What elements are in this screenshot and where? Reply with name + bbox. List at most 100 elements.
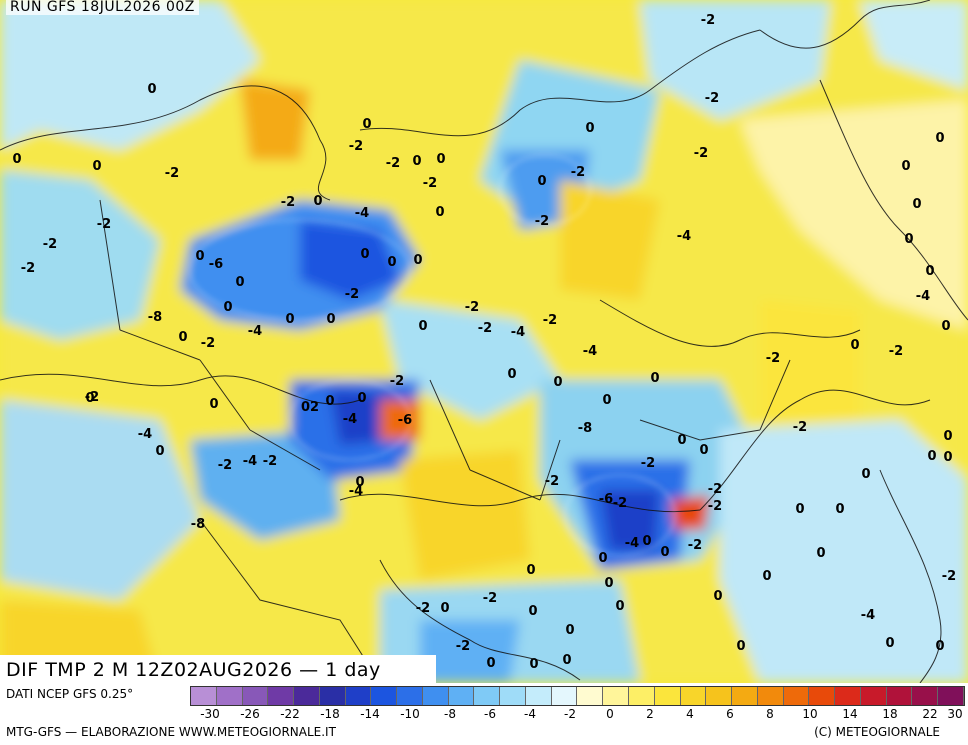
legend-tick: -4 bbox=[524, 707, 536, 721]
contour-label: -2 bbox=[345, 287, 359, 302]
legend-tick: 4 bbox=[686, 707, 694, 721]
contour-labels: -20-20 00-2-2 0 00 -2-20 -2 00-2 0-200-4-2-2-4-… bbox=[12, 13, 956, 672]
contour-label: -2 bbox=[43, 237, 57, 252]
contour-label: -2 bbox=[543, 313, 557, 328]
contour-label: 0 bbox=[935, 639, 944, 654]
legend-swatch bbox=[603, 687, 630, 705]
contour-label: -2 bbox=[165, 166, 179, 181]
legend-swatch bbox=[654, 687, 681, 705]
legend-swatch bbox=[757, 687, 784, 705]
contour-label: 0 bbox=[326, 312, 335, 327]
legend-swatch bbox=[551, 687, 578, 705]
legend-swatch bbox=[629, 687, 655, 705]
footer: DATI NCEP GFS 0.25° -30 -26 -22 -18 -14 -10 -8… bbox=[0, 683, 968, 745]
contour-label: 0 bbox=[935, 131, 944, 146]
contour-label: -4 bbox=[861, 608, 875, 623]
contour-label: -2 bbox=[263, 454, 277, 469]
legend-tick: -18 bbox=[320, 707, 340, 721]
contour-label: 0 bbox=[357, 391, 366, 406]
contour-label: 0 bbox=[528, 604, 537, 619]
forecast-map: -2 0 -2 0 0 0 -2 -2 0 0 0 -2 -2 0 -2 0 0 -2 0 -2 0 0 -4 -2 -2 -4-… bbox=[0, 0, 968, 683]
legend-swatch bbox=[448, 687, 475, 705]
contour-label: 0 bbox=[642, 534, 651, 549]
contours bbox=[189, 154, 676, 556]
contour-label: -2 bbox=[483, 591, 497, 606]
contour-label: -2 bbox=[281, 195, 295, 210]
contour-label: 0 bbox=[12, 152, 21, 167]
contour-label: 0 bbox=[943, 429, 952, 444]
legend-swatch bbox=[680, 687, 707, 705]
contour-label: 0 bbox=[85, 391, 94, 406]
legend-tick: 6 bbox=[726, 707, 734, 721]
contour-label: 0 bbox=[713, 589, 722, 604]
color-legend-ticks: -30 -26 -22 -18 -14 -10 -8 -6 -4 -2 0 2 4 6 8 10 14 18 22 3… bbox=[190, 707, 965, 725]
contour-label: 0 bbox=[904, 232, 913, 247]
contour-label: 0 bbox=[598, 551, 607, 566]
contour-label: 0 bbox=[736, 639, 745, 654]
contour-label: -2 bbox=[694, 146, 708, 161]
legend-tick: 2 bbox=[646, 707, 654, 721]
contour-label: -2 bbox=[708, 482, 722, 497]
legend-tick: -26 bbox=[240, 707, 260, 721]
contour-label: -2 bbox=[942, 569, 956, 584]
contour-label: -2 bbox=[701, 13, 715, 28]
contour-label: -4 bbox=[583, 344, 597, 359]
legend-swatch bbox=[783, 687, 810, 705]
contour-label: 0 bbox=[413, 253, 422, 268]
contour-label: 0 bbox=[565, 623, 574, 638]
contour-label: 0 bbox=[762, 569, 771, 584]
legend-swatch bbox=[268, 687, 295, 705]
anomaly-fill bbox=[0, 0, 968, 683]
contour-label: -2 bbox=[545, 474, 559, 489]
legend-tick: -8 bbox=[444, 707, 456, 721]
contour-label: 0 bbox=[615, 599, 624, 614]
contour-label: -4 bbox=[138, 427, 152, 442]
legend-tick: 8 bbox=[766, 707, 774, 721]
legend-swatch bbox=[371, 687, 398, 705]
contour-label: 0 bbox=[850, 338, 859, 353]
contour-label: 0 bbox=[529, 657, 538, 672]
legend-tick: 18 bbox=[882, 707, 898, 721]
contour-label: -2 bbox=[390, 374, 404, 389]
legend-swatch bbox=[474, 687, 501, 705]
contour-label: -2 bbox=[386, 156, 400, 171]
legend-swatch bbox=[216, 687, 243, 705]
contour-label: -8 bbox=[148, 310, 162, 325]
contour-label: 02 bbox=[301, 400, 319, 415]
contour-label: 0 bbox=[507, 367, 516, 382]
contour-label: -4 bbox=[243, 454, 257, 469]
contour-label: -2 bbox=[97, 217, 111, 232]
legend-swatch bbox=[835, 687, 861, 705]
contour-label: -2 bbox=[218, 458, 232, 473]
contour-label: 0 bbox=[795, 502, 804, 517]
contour-label: -4 bbox=[511, 325, 525, 340]
legend-tick: 10 bbox=[802, 707, 818, 721]
data-source-label: DATI NCEP GFS 0.25° bbox=[6, 687, 134, 701]
contour-label: 0 bbox=[585, 121, 594, 136]
contour-label: 0 bbox=[927, 449, 936, 464]
contour-label: 0 bbox=[325, 394, 334, 409]
contour-label: -2 bbox=[478, 321, 492, 336]
contour-label: 0 bbox=[604, 576, 613, 591]
contour-label: -8 bbox=[578, 421, 592, 436]
contour-label: -2 bbox=[21, 261, 35, 276]
contour-label: -2 bbox=[688, 538, 702, 553]
credit-right: (C) METEOGIORNALE bbox=[814, 725, 940, 739]
contour-label: 0 bbox=[313, 194, 322, 209]
contour-label: 0 bbox=[861, 467, 870, 482]
contour-label: 0 bbox=[418, 319, 427, 334]
contour-label: -4 bbox=[625, 536, 639, 551]
legend-swatch bbox=[422, 687, 449, 705]
legend-swatch bbox=[938, 687, 964, 705]
contour-label: -2 bbox=[766, 351, 780, 366]
contour-label: 0 bbox=[660, 545, 669, 560]
boundaries bbox=[0, 0, 968, 683]
contour-label: -2 bbox=[535, 214, 549, 229]
contour-label: 0 bbox=[387, 255, 396, 270]
contour-label: -2 bbox=[201, 336, 215, 351]
contour-label: 0 bbox=[92, 159, 101, 174]
legend-swatch bbox=[706, 687, 733, 705]
contour-label: 0 bbox=[436, 152, 445, 167]
contour-label: -6 bbox=[209, 257, 223, 272]
contour-label: -4 bbox=[248, 324, 262, 339]
